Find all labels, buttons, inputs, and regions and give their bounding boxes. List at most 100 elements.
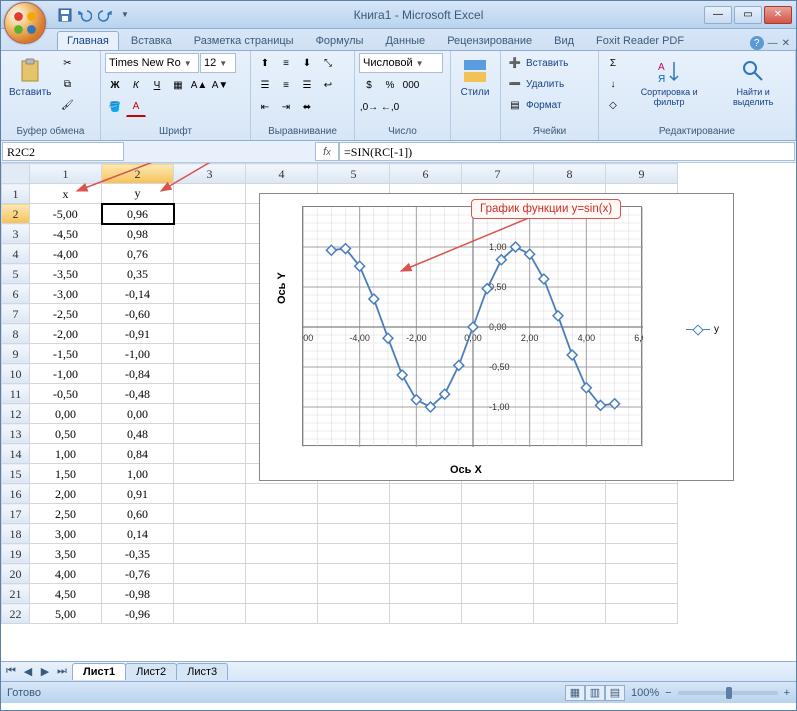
cell[interactable]	[606, 584, 678, 604]
row-header[interactable]: 16	[2, 484, 30, 504]
cell[interactable]	[534, 564, 606, 584]
cell[interactable]	[174, 544, 246, 564]
cell[interactable]: -4,00	[30, 244, 102, 264]
cell[interactable]	[318, 584, 390, 604]
ribbon-tab-7[interactable]: Foxit Reader PDF	[586, 31, 694, 50]
orientation-icon[interactable]: ⤡	[318, 53, 338, 73]
close-button[interactable]: ✕	[764, 6, 792, 24]
cell[interactable]: -2,50	[30, 304, 102, 324]
cell[interactable]	[174, 564, 246, 584]
row-header[interactable]: 19	[2, 544, 30, 564]
cell[interactable]	[174, 604, 246, 624]
cell[interactable]	[390, 524, 462, 544]
cell[interactable]	[174, 504, 246, 524]
cell[interactable]: -0,35	[102, 544, 174, 564]
col-header[interactable]: 2	[102, 164, 174, 184]
tab-last-icon[interactable]: ⏭	[54, 664, 70, 680]
styles-button[interactable]: Стили	[455, 53, 495, 100]
fill-color-button[interactable]: 🪣	[105, 97, 125, 117]
row-header[interactable]: 2	[2, 204, 30, 224]
cell[interactable]	[534, 584, 606, 604]
cell[interactable]	[318, 604, 390, 624]
cell[interactable]: -0,48	[102, 384, 174, 404]
ribbon-tab-6[interactable]: Вид	[544, 31, 584, 50]
align-top-icon[interactable]: ⬆	[255, 53, 275, 73]
cell[interactable]	[462, 604, 534, 624]
cell[interactable]	[174, 184, 246, 204]
col-header[interactable]: 9	[606, 164, 678, 184]
cell[interactable]: 3,50	[30, 544, 102, 564]
cell[interactable]: -0,96	[102, 604, 174, 624]
sheet-tab-1[interactable]: Лист2	[125, 663, 177, 680]
save-icon[interactable]	[57, 7, 73, 23]
help-icon[interactable]: ?	[750, 36, 764, 50]
cell[interactable]	[606, 484, 678, 504]
tab-next-icon[interactable]: ▶	[37, 664, 53, 680]
row-header[interactable]: 6	[2, 284, 30, 304]
cell[interactable]	[174, 584, 246, 604]
border-button[interactable]: ▦	[168, 75, 188, 95]
insert-cell-button[interactable]: Вставить	[526, 58, 568, 69]
cell[interactable]: x	[30, 184, 102, 204]
cell[interactable]	[390, 504, 462, 524]
cell[interactable]: 0,91	[102, 484, 174, 504]
cell[interactable]: 0,60	[102, 504, 174, 524]
cell[interactable]: -1,00	[30, 364, 102, 384]
row-header[interactable]: 9	[2, 344, 30, 364]
row-header[interactable]: 22	[2, 604, 30, 624]
align-center-icon[interactable]: ≡	[276, 75, 296, 95]
cell[interactable]	[246, 484, 318, 504]
cell[interactable]: y	[102, 184, 174, 204]
normal-view-icon[interactable]: ▦	[565, 685, 585, 701]
cell[interactable]	[174, 524, 246, 544]
cell[interactable]: -0,91	[102, 324, 174, 344]
ribbon-tab-5[interactable]: Рецензирование	[437, 31, 542, 50]
align-right-icon[interactable]: ☰	[297, 75, 317, 95]
cell[interactable]	[534, 524, 606, 544]
fill-icon[interactable]: ↓	[603, 74, 623, 94]
cell[interactable]	[246, 544, 318, 564]
cell[interactable]: -4,50	[30, 224, 102, 244]
cell[interactable]: 0,84	[102, 444, 174, 464]
col-header[interactable]: 4	[246, 164, 318, 184]
ribbon-tab-4[interactable]: Данные	[375, 31, 435, 50]
row-header[interactable]: 11	[2, 384, 30, 404]
cell[interactable]: 0,00	[102, 404, 174, 424]
cell[interactable]: 0,76	[102, 244, 174, 264]
cell[interactable]	[462, 544, 534, 564]
minimize-button[interactable]: —	[704, 6, 732, 24]
font-name-combo[interactable]: Times New Ro▼	[105, 53, 199, 73]
row-header[interactable]: 10	[2, 364, 30, 384]
ribbon-minimize-icon[interactable]: —	[768, 38, 778, 49]
copy-icon[interactable]: ⧉	[57, 74, 77, 94]
cell[interactable]: -0,60	[102, 304, 174, 324]
autosum-icon[interactable]: Σ	[603, 53, 623, 73]
currency-icon[interactable]: $	[359, 75, 379, 95]
undo-icon[interactable]	[77, 7, 93, 23]
cell[interactable]: -3,00	[30, 284, 102, 304]
cell[interactable]	[246, 564, 318, 584]
col-header[interactable]: 3	[174, 164, 246, 184]
cell[interactable]	[606, 544, 678, 564]
delete-cell-icon[interactable]: ➖	[505, 74, 525, 94]
cell[interactable]: 0,35	[102, 264, 174, 284]
insert-cell-icon[interactable]: ➕	[505, 53, 525, 73]
cell[interactable]	[534, 544, 606, 564]
row-header[interactable]: 4	[2, 244, 30, 264]
sheet-tab-0[interactable]: Лист1	[72, 663, 126, 680]
cell[interactable]	[462, 504, 534, 524]
col-header[interactable]: 1	[30, 164, 102, 184]
decrease-indent-icon[interactable]: ⇤	[255, 97, 275, 117]
sort-filter-button[interactable]: АЯ Сортировка и фильтр	[625, 53, 713, 109]
office-button[interactable]	[4, 2, 46, 44]
cut-icon[interactable]: ✂	[57, 53, 77, 73]
cell[interactable]	[174, 244, 246, 264]
embedded-chart[interactable]: Ось Y -6,00-4,00-2,000,002,004,006,001,0…	[259, 193, 734, 481]
col-header[interactable]: 7	[462, 164, 534, 184]
cell[interactable]: -0,14	[102, 284, 174, 304]
cell[interactable]	[390, 484, 462, 504]
paste-button[interactable]: Вставить	[5, 53, 55, 100]
format-cell-icon[interactable]: ▤	[505, 95, 525, 115]
cell[interactable]: 4,50	[30, 584, 102, 604]
doc-close-icon[interactable]: ✕	[782, 38, 790, 49]
